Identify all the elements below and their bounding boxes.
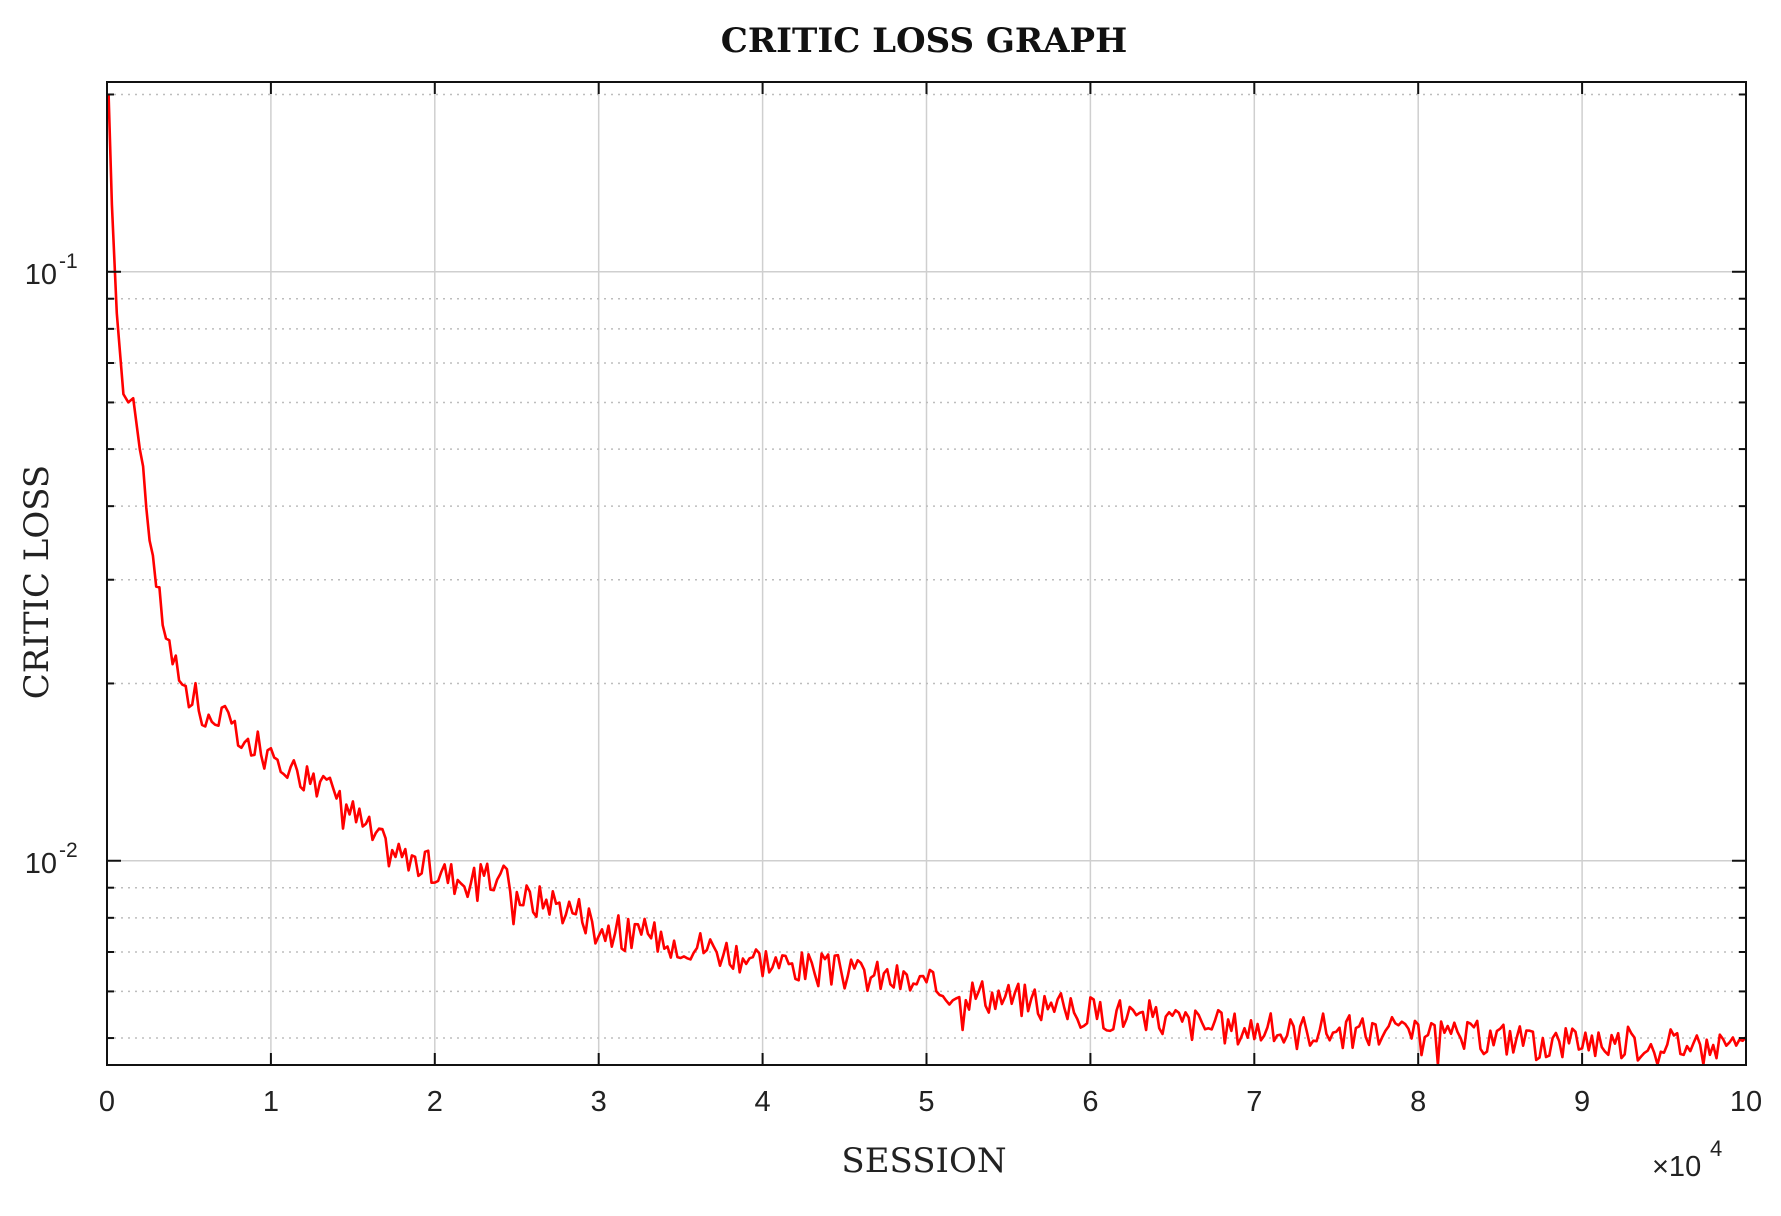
y-tick-label-exponent: -2	[59, 839, 78, 862]
y-axis-label: CRITIC LOSS	[17, 465, 57, 699]
x-tick-label: 6	[1082, 1086, 1098, 1118]
y-tick-label-base: 10	[25, 259, 57, 291]
x-axis-label: SESSION	[841, 1141, 1006, 1181]
grid	[107, 82, 1746, 1065]
y-tick-label-base: 10	[25, 848, 57, 880]
critic-loss-line	[107, 94, 1747, 1066]
x-tick-label: 9	[1574, 1086, 1590, 1118]
x-tick-label: 5	[918, 1086, 934, 1118]
series-layer	[107, 94, 1747, 1066]
x-tick-label: 2	[427, 1086, 443, 1118]
chart-title: CRITIC LOSS GRAPH	[721, 21, 1127, 61]
x-tick-label: 4	[755, 1086, 771, 1118]
y-tick-label: 10 -2	[25, 839, 78, 880]
x-tick-label: 8	[1410, 1086, 1426, 1118]
y-tick-label: 10 -1	[25, 250, 78, 291]
x-tick-label: 7	[1246, 1086, 1262, 1118]
x-multiplier-base: ×10	[1652, 1151, 1701, 1183]
x-tick-label: 1	[263, 1086, 279, 1118]
x-tick-label: 3	[591, 1086, 607, 1118]
x-multiplier-exponent: 4	[1710, 1136, 1722, 1161]
x-axis-multiplier: ×10 4	[1652, 1136, 1722, 1183]
x-tick-label: 0	[99, 1086, 115, 1118]
x-tick-label: 10	[1730, 1086, 1762, 1118]
y-tick-label-exponent: -1	[59, 250, 78, 273]
